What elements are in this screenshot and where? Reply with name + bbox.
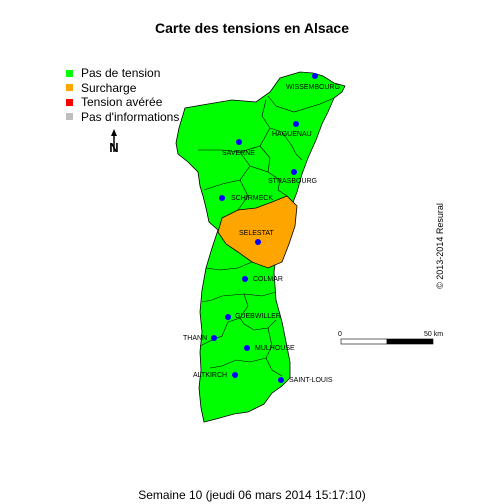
north-arrow-label: N <box>109 140 118 155</box>
city-dot-guebwiller <box>225 314 231 320</box>
region-overload <box>217 195 298 269</box>
footer-date: Semaine 10 (jeudi 06 mars 2014 15:17:10) <box>138 488 366 502</box>
city-dot-colmar <box>242 276 248 282</box>
city-dot-altkirch <box>232 372 238 378</box>
city-dot-strasbourg <box>291 169 297 175</box>
legend-swatch-green <box>66 69 73 77</box>
city-label-saint-louis: SAINT-LOUIS <box>289 377 333 384</box>
map-title: Carte des tensions en Alsace <box>154 20 349 36</box>
legend-swatch-orange <box>66 84 73 92</box>
scale-end-label: 50 km <box>424 331 443 338</box>
city-label-selestat: SELESTAT <box>239 230 274 237</box>
city-dot-schirmeck <box>219 195 225 201</box>
city-dot-haguenau <box>293 121 299 127</box>
city-dot-saint-louis <box>278 377 284 383</box>
city-label-wissembourg: WISSEMBOURG <box>286 84 340 91</box>
legend-item-overload: Surcharge <box>66 81 179 96</box>
city-label-thann: THANN <box>183 335 207 342</box>
city-label-strasbourg: STRASBOURG <box>268 178 317 185</box>
city-dot-saverne <box>236 139 242 145</box>
city-label-altkirch: ALTKIRCH <box>193 372 227 379</box>
city-label-saverne: SAVERNE <box>222 150 255 157</box>
legend-label: Pas d'informations <box>81 109 180 124</box>
city-label-haguenau: HAGUENAU <box>272 131 312 138</box>
city-label-colmar: COLMAR <box>253 276 283 283</box>
scale-bar: 0 50 km <box>338 331 443 345</box>
city-label-guebwiller: GUEBWILLER <box>235 313 281 320</box>
legend-label: Surcharge <box>81 80 137 95</box>
legend-item-tension: Tension avérée <box>66 95 179 110</box>
copyright-text: © 2013-2014 Resural <box>435 203 445 289</box>
legend: Pas de tension Surcharge Tension avérée … <box>66 66 179 124</box>
city-markers <box>211 73 318 383</box>
city-label-mulhouse: MULHOUSE <box>255 345 295 352</box>
legend-item-no-info: Pas d'informations <box>66 110 179 125</box>
city-label-schirmeck: SCHIRMECK <box>231 195 273 202</box>
city-dot-mulhouse <box>244 345 250 351</box>
city-dot-selestat <box>255 239 261 245</box>
legend-item-no-tension: Pas de tension <box>66 66 179 81</box>
legend-swatch-red <box>66 98 73 106</box>
district-boundaries <box>198 95 335 377</box>
legend-label: Tension avérée <box>81 95 163 109</box>
scale-start-label: 0 <box>338 331 342 338</box>
legend-swatch-grey <box>66 113 73 121</box>
city-dot-thann <box>211 335 217 341</box>
city-dot-wissembourg <box>312 73 318 79</box>
legend-label: Pas de tension <box>81 66 161 80</box>
north-arrow-icon: N <box>109 129 119 155</box>
